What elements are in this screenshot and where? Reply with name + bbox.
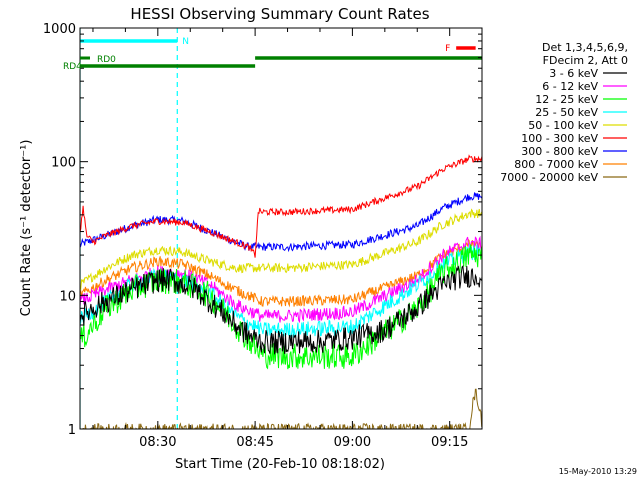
y-tick-label-3: 100 bbox=[51, 156, 76, 171]
x-tick-label-2: 08:45 bbox=[236, 435, 273, 450]
legend-label-6: 100 - 300 keV bbox=[521, 132, 598, 145]
series-line-3 bbox=[80, 244, 482, 370]
y-tick-label-1: 1 bbox=[68, 423, 76, 438]
plot-frame bbox=[79, 27, 483, 430]
state-label-n: N bbox=[182, 37, 189, 47]
legend: Det 1,3,4,5,6,9, FDecim 2, Att 0 3 - 6 k… bbox=[500, 41, 628, 184]
legend-label-2: 6 - 12 keV bbox=[542, 80, 598, 93]
state-label-rd0: RD0 bbox=[97, 55, 116, 65]
series-line-8 bbox=[80, 238, 482, 308]
series-line-6 bbox=[80, 154, 482, 258]
y-axis-label: Count Rate (s⁻¹ detector⁻¹) bbox=[19, 140, 34, 317]
legend-header-1: Det 1,3,4,5,6,9, bbox=[542, 41, 628, 54]
x-tick-label-3: 09:00 bbox=[334, 435, 371, 450]
legend-header-2: FDecim 2, Att 0 bbox=[543, 54, 628, 67]
series-line-5 bbox=[80, 208, 482, 291]
series-line-2 bbox=[80, 235, 482, 324]
y-tick-label-4: 1000 bbox=[43, 22, 76, 37]
legend-label-3: 12 - 25 keV bbox=[535, 93, 598, 106]
legend-label-8: 800 - 7000 keV bbox=[514, 158, 598, 171]
legend-label-5: 50 - 100 keV bbox=[528, 119, 598, 132]
legend-label-7: 300 - 800 keV bbox=[521, 145, 598, 158]
x-tick-label-4: 09:15 bbox=[431, 435, 468, 450]
state-label-rd4: RD4 bbox=[63, 62, 82, 72]
series-line-9 bbox=[80, 388, 482, 429]
x-tick-label-1: 08:30 bbox=[139, 435, 176, 450]
state-label-f: F bbox=[445, 44, 450, 54]
legend-label-4: 25 - 50 keV bbox=[535, 106, 598, 119]
x-axis-label: Start Time (20-Feb-10 08:18:02) bbox=[175, 457, 385, 472]
timestamp: 15-May-2010 13:29 bbox=[559, 467, 637, 476]
y-tick-label-2: 10 bbox=[59, 289, 76, 304]
series-line-1 bbox=[80, 265, 482, 355]
x-axis: 08:30 08:45 09:00 09:15 bbox=[92, 28, 468, 450]
series-line-7 bbox=[80, 192, 482, 253]
y-axis: 1 10 100 1000 bbox=[43, 22, 482, 438]
legend-label-9: 7000 - 20000 keV bbox=[500, 171, 598, 184]
chart-title: HESSI Observing Summary Count Rates bbox=[130, 5, 429, 23]
legend-label-1: 3 - 6 keV bbox=[549, 67, 598, 80]
